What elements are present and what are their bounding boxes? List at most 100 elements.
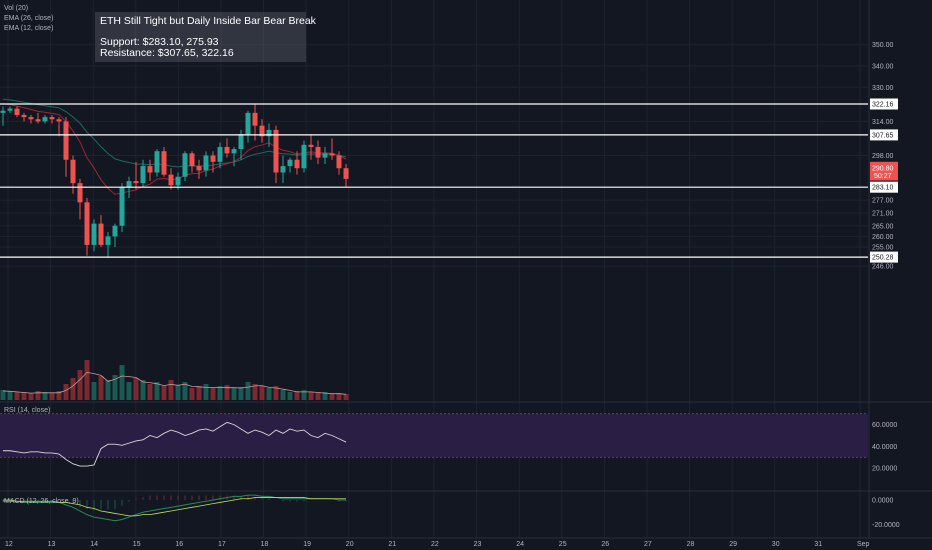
candle bbox=[35, 112, 41, 124]
countdown-label: 50:27 bbox=[874, 173, 892, 180]
x-tick-label: 26 bbox=[601, 541, 609, 548]
volume-bar bbox=[224, 385, 230, 400]
candle-body bbox=[287, 159, 293, 167]
level-price-badge bbox=[870, 98, 898, 110]
volume-bar bbox=[154, 382, 160, 400]
candle-body bbox=[231, 149, 237, 154]
candle bbox=[28, 114, 34, 124]
rsi-tick-label: 40.0000 bbox=[872, 444, 897, 451]
candle bbox=[56, 117, 62, 137]
candle-body bbox=[224, 146, 230, 154]
volume-bar bbox=[315, 393, 321, 400]
candle-body bbox=[147, 166, 153, 173]
x-tick-label: 18 bbox=[261, 541, 269, 548]
volume-bar bbox=[175, 385, 181, 400]
x-tick-label: 14 bbox=[90, 541, 98, 548]
candle bbox=[329, 138, 335, 160]
annotation-resistance: Resistance: $307.65, 322.16 bbox=[100, 47, 234, 59]
current-price-badge bbox=[870, 161, 898, 173]
volume-bar bbox=[161, 386, 167, 400]
candle bbox=[84, 198, 90, 256]
price-tick-label: 314.00 bbox=[872, 119, 894, 126]
volume-bar bbox=[336, 393, 342, 400]
candle-body bbox=[42, 117, 48, 122]
volume-bar bbox=[238, 387, 244, 400]
candle bbox=[91, 219, 97, 252]
price-tick-label: 265.00 bbox=[872, 223, 894, 230]
volume-bar bbox=[112, 375, 118, 400]
candle-body bbox=[322, 153, 328, 158]
candle bbox=[14, 106, 20, 118]
candle bbox=[140, 159, 146, 188]
candle bbox=[21, 112, 27, 122]
macd-signal-line bbox=[3, 497, 346, 517]
level-price-badge bbox=[870, 181, 898, 193]
candle bbox=[322, 146, 328, 164]
candle-body bbox=[28, 117, 34, 120]
annotation-title: ETH Still Tight but Daily Inside Bar Bea… bbox=[100, 15, 316, 27]
macd-tick-label: 0.0000 bbox=[872, 498, 894, 505]
candle-body bbox=[7, 108, 13, 111]
volume-bar bbox=[308, 392, 314, 400]
candle-body bbox=[343, 168, 349, 179]
volume-bar bbox=[217, 386, 223, 400]
level-price-label: 307.65 bbox=[872, 132, 894, 139]
level-price-badge bbox=[870, 251, 898, 263]
volume-bar bbox=[280, 390, 286, 400]
ema26-indicator-label[interactable]: EMA (26, close) bbox=[4, 15, 54, 22]
candle bbox=[7, 106, 13, 113]
candle bbox=[196, 159, 202, 179]
ema12-indicator-label[interactable]: EMA (12, close) bbox=[4, 25, 54, 32]
vol-indicator-label[interactable]: Vol (20) bbox=[4, 5, 29, 12]
candle-body bbox=[308, 144, 314, 147]
x-tick-label: 23 bbox=[474, 541, 482, 548]
candle-body bbox=[84, 202, 90, 245]
volume-bar bbox=[70, 378, 76, 400]
macd-indicator-label[interactable]: MACD (12, 26, close, 9) bbox=[4, 498, 79, 505]
candle-body bbox=[266, 129, 272, 137]
x-tick-label: 22 bbox=[431, 541, 439, 548]
volume-bar bbox=[322, 392, 328, 400]
volume-bar bbox=[294, 391, 300, 400]
volume-bar bbox=[343, 394, 349, 400]
x-tick-label: Sep bbox=[857, 541, 870, 548]
candle-body bbox=[133, 181, 139, 184]
candle-body bbox=[259, 125, 265, 137]
x-tick-label: 15 bbox=[133, 541, 141, 548]
candle-body bbox=[98, 223, 104, 245]
level-price-label: 283.10 bbox=[872, 185, 894, 192]
volume-bar bbox=[84, 360, 90, 400]
volume-bar bbox=[203, 384, 209, 400]
price-tick-label: 298.00 bbox=[872, 153, 894, 160]
candle-body bbox=[280, 166, 286, 173]
candle bbox=[182, 151, 188, 182]
volume-bar bbox=[28, 393, 34, 400]
x-tick-label: 30 bbox=[772, 541, 780, 548]
x-tick-label: 28 bbox=[687, 541, 695, 548]
volume-bar bbox=[42, 392, 48, 400]
volume-bar bbox=[266, 388, 272, 400]
volume-bar bbox=[259, 386, 265, 400]
volume-bar bbox=[252, 384, 258, 400]
x-tick-label: 21 bbox=[388, 541, 396, 548]
candle-body bbox=[0, 110, 6, 113]
candle bbox=[168, 168, 174, 190]
candle-body bbox=[329, 153, 335, 156]
rsi-line bbox=[3, 421, 347, 467]
candle bbox=[336, 151, 342, 175]
volume-bar bbox=[105, 380, 111, 400]
candle bbox=[112, 223, 118, 248]
volume-bar bbox=[329, 394, 335, 400]
volume-bar bbox=[147, 384, 153, 400]
rsi-band bbox=[0, 413, 868, 458]
volume-bar bbox=[0, 390, 6, 400]
annotation-box[interactable]: ETH Still Tight but Daily Inside Bar Bea… bbox=[95, 12, 316, 62]
candle bbox=[63, 117, 69, 177]
candle bbox=[280, 155, 286, 184]
candle-body bbox=[21, 114, 27, 118]
volume-bar bbox=[140, 380, 146, 400]
x-tick-label: 17 bbox=[218, 541, 226, 548]
rsi-indicator-label[interactable]: RSI (14, close) bbox=[4, 407, 51, 414]
volume-bar bbox=[196, 386, 202, 400]
